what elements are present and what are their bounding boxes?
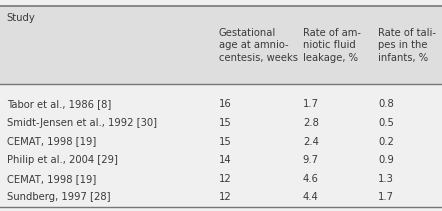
Text: Study: Study xyxy=(7,13,35,23)
Text: Rate of am-
niotic fluid
leakage, %: Rate of am- niotic fluid leakage, % xyxy=(303,28,361,63)
Text: 1.7: 1.7 xyxy=(378,192,394,203)
Text: Rate of tali-
pes in the
infants, %: Rate of tali- pes in the infants, % xyxy=(378,28,436,63)
Text: 15: 15 xyxy=(219,118,232,128)
Text: 0.8: 0.8 xyxy=(378,99,394,109)
Text: Sundberg, 1997 [28]: Sundberg, 1997 [28] xyxy=(7,192,110,203)
Text: 1.3: 1.3 xyxy=(378,174,394,184)
Text: 4.6: 4.6 xyxy=(303,174,319,184)
Text: CEMAT, 1998 [19]: CEMAT, 1998 [19] xyxy=(7,174,96,184)
Text: 14: 14 xyxy=(219,155,232,165)
Text: 15: 15 xyxy=(219,137,232,147)
Bar xyxy=(0,6,442,84)
Text: 0.5: 0.5 xyxy=(378,118,394,128)
Text: Philip et al., 2004 [29]: Philip et al., 2004 [29] xyxy=(7,155,118,165)
Text: 12: 12 xyxy=(219,192,232,203)
Text: Gestational
age at amnio-
centesis, weeks: Gestational age at amnio- centesis, week… xyxy=(219,28,298,63)
Text: 2.4: 2.4 xyxy=(303,137,319,147)
Text: 0.9: 0.9 xyxy=(378,155,394,165)
Text: 1.7: 1.7 xyxy=(303,99,319,109)
Text: 12: 12 xyxy=(219,174,232,184)
Text: 16: 16 xyxy=(219,99,232,109)
Text: 0.2: 0.2 xyxy=(378,137,394,147)
Text: Smidt-Jensen et al., 1992 [30]: Smidt-Jensen et al., 1992 [30] xyxy=(7,118,156,128)
Text: Tabor et al., 1986 [8]: Tabor et al., 1986 [8] xyxy=(7,99,111,109)
Text: 2.8: 2.8 xyxy=(303,118,319,128)
Text: 9.7: 9.7 xyxy=(303,155,319,165)
Text: CEMAT, 1998 [19]: CEMAT, 1998 [19] xyxy=(7,137,96,147)
Text: 4.4: 4.4 xyxy=(303,192,319,203)
